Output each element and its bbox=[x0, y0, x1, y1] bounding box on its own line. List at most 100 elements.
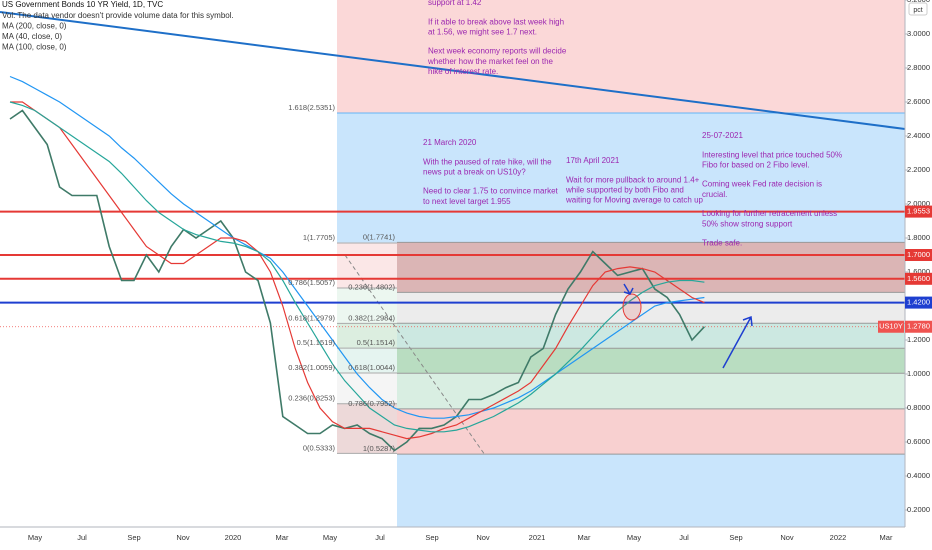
x-tick-label: Mar bbox=[578, 533, 591, 542]
annotation: at 1.56, we might see 1.7 next. bbox=[428, 28, 537, 37]
x-tick-label: Jul bbox=[77, 533, 87, 542]
fib-label: 0.236(0.8253) bbox=[288, 394, 335, 403]
annotation: crucial. bbox=[702, 190, 727, 199]
annotation: If it able to break above last week high bbox=[428, 17, 564, 26]
fib-band bbox=[337, 372, 397, 404]
annotation: Wait for more pullback to around 1.4+ bbox=[566, 175, 700, 184]
annotation: support at 1.42 bbox=[428, 0, 482, 7]
x-tick-label: Jul bbox=[375, 533, 385, 542]
fib-label: 0.382(1.0059) bbox=[288, 363, 335, 372]
fib-label: 0(0.5333) bbox=[303, 443, 336, 452]
y-tick-label: 3.2000 bbox=[907, 0, 930, 4]
annotation: Fibo for based on 2 Fibo level. bbox=[702, 161, 810, 170]
x-tick-label: Mar bbox=[880, 533, 893, 542]
x-tick-label: Sep bbox=[425, 533, 438, 542]
level-tag bbox=[905, 296, 932, 309]
fib-band bbox=[337, 288, 397, 324]
region-blue bbox=[397, 454, 905, 527]
x-tick-label: May bbox=[28, 533, 42, 542]
x-tick-label: Nov bbox=[476, 533, 490, 542]
y-tick-label: 2.0000 bbox=[907, 199, 930, 208]
fib-label: 1(1.7705) bbox=[303, 233, 336, 242]
y-tick-label: 0.2000 bbox=[907, 505, 930, 514]
x-tick-label: Jul bbox=[679, 533, 689, 542]
level-label: 1.4200 bbox=[907, 298, 930, 307]
y-tick-label: 1.8000 bbox=[907, 233, 930, 242]
legend-entry: MA (40, close, 0) bbox=[2, 32, 62, 41]
level-label: 1.7000 bbox=[907, 250, 930, 259]
plot bbox=[0, 75, 905, 455]
fib-band bbox=[397, 292, 905, 324]
annotation: With the paused of rate hike, will the bbox=[423, 157, 552, 166]
y-tick-label: 2.8000 bbox=[907, 63, 930, 72]
level-label: 1.5600 bbox=[907, 274, 930, 283]
annotation: to next level target 1.955 bbox=[423, 197, 511, 206]
fib-label: 1.618(2.5351) bbox=[288, 103, 335, 112]
level-tag bbox=[905, 205, 932, 218]
x-tick-label: 2021 bbox=[529, 533, 546, 542]
series-line bbox=[9, 75, 705, 419]
annotation: Next week economy reports will decide bbox=[428, 47, 567, 56]
annotation: 50% show strong support bbox=[702, 219, 793, 228]
level-tag bbox=[905, 249, 932, 261]
region-pink bbox=[337, 0, 905, 114]
y-tick-label: 0.8000 bbox=[907, 403, 930, 412]
annotation: 17th April 2021 bbox=[566, 156, 620, 165]
x-tick-label: Sep bbox=[729, 533, 742, 542]
fib-label: 1(0.5287) bbox=[363, 444, 396, 453]
x-tick-label: May bbox=[627, 533, 641, 542]
legend-entry: MA (200, close, 0) bbox=[2, 22, 67, 31]
annotation: news put a break on US10y? bbox=[423, 168, 526, 177]
level-label: 1.2780 bbox=[907, 322, 930, 331]
x-tick-label: 2020 bbox=[225, 533, 242, 542]
fib-label: 0.618(1.0044) bbox=[348, 363, 395, 372]
annotation: while supported by both Fibo and bbox=[565, 186, 684, 195]
annotation: 21 March 2020 bbox=[423, 138, 477, 147]
x-tick-label: Nov bbox=[176, 533, 190, 542]
annotation: hike of interest rate. bbox=[428, 67, 498, 76]
annotation: Need to clear 1.75 to convince market bbox=[423, 187, 559, 196]
regions bbox=[337, 0, 905, 527]
y-tick-label: 0.4000 bbox=[907, 471, 930, 480]
legend-entry: MA (100, close, 0) bbox=[2, 43, 67, 52]
annotation: Coming week Fed rate decision is bbox=[702, 180, 822, 189]
highlight-circle bbox=[622, 293, 642, 321]
annotation: 25-07-2021 bbox=[702, 131, 743, 140]
fib-label: 0.786(1.5057) bbox=[288, 278, 335, 287]
y-tick-label: 1.6000 bbox=[907, 267, 930, 276]
fib-label: 0(1.7741) bbox=[363, 232, 396, 241]
series-line bbox=[10, 101, 705, 440]
fib-label: 0.236(1.4802) bbox=[348, 282, 395, 291]
region-blue bbox=[337, 113, 905, 243]
fib-band bbox=[397, 242, 905, 293]
chart-title: US Government Bonds 10 YR Yield, 1D, TVC bbox=[2, 0, 163, 9]
series-line bbox=[9, 109, 705, 452]
y-tick-label: 2.6000 bbox=[907, 97, 930, 106]
x-tick-label: Mar bbox=[276, 533, 289, 542]
fib-band bbox=[397, 323, 905, 349]
y-tick-label: 2.4000 bbox=[907, 131, 930, 140]
arrow-down bbox=[623, 283, 634, 295]
unit-label: pct bbox=[913, 7, 922, 14]
annotation: waiting for Moving average to catch up bbox=[565, 196, 704, 205]
y-tick-label: 1.2000 bbox=[907, 335, 930, 344]
fib-label: 0.786(0.7952) bbox=[348, 399, 395, 408]
arrow-up bbox=[722, 315, 753, 369]
fib-band bbox=[337, 323, 397, 349]
level-tag bbox=[905, 272, 932, 285]
series-line bbox=[9, 101, 705, 433]
x-tick-label: 2022 bbox=[830, 533, 847, 542]
annotation: whether how the market feel on the bbox=[427, 57, 554, 66]
y-tick-label: 2.2000 bbox=[907, 165, 930, 174]
x-tick-label: Nov bbox=[780, 533, 794, 542]
price-tag-label: US10Y bbox=[879, 322, 903, 331]
subtitle: Vol: The data vendor doesn't provide vol… bbox=[2, 11, 234, 20]
fib-band bbox=[397, 348, 905, 374]
level-label: 1.9553 bbox=[907, 207, 930, 216]
fib-label: 0.5(1.1514) bbox=[357, 338, 396, 347]
y-tick-label: 1.0000 bbox=[907, 369, 930, 378]
fib-label: 0.618(1.2979) bbox=[288, 313, 335, 322]
